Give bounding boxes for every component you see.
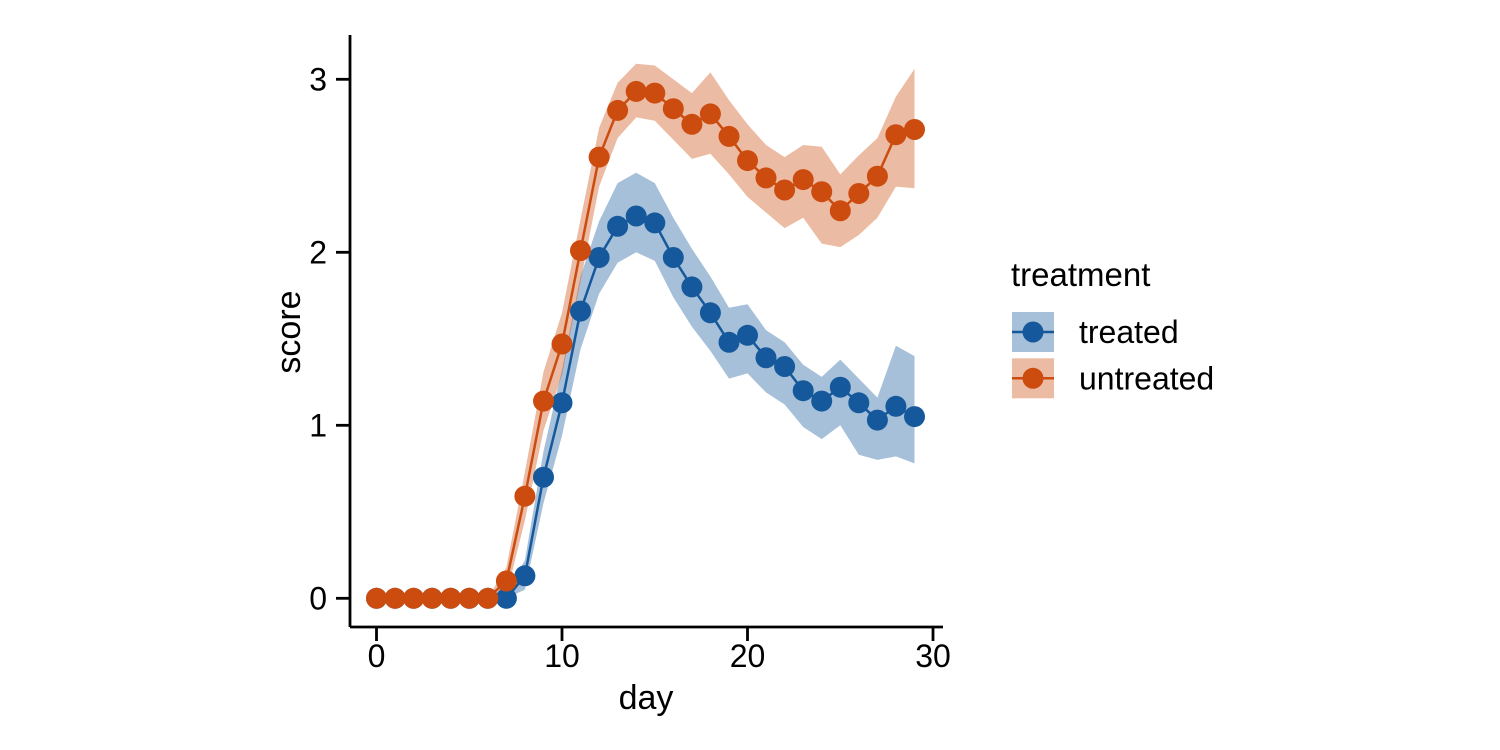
legend-entry-untreated: untreated: [1012, 358, 1214, 399]
data-point-untreated: [811, 181, 833, 203]
data-point-treated: [533, 466, 554, 488]
data-point-untreated: [644, 82, 666, 104]
x-axis-title: day: [619, 679, 674, 717]
ribbon-untreated: [376, 63, 915, 599]
data-point-untreated: [495, 570, 517, 592]
data-point-untreated: [588, 146, 610, 168]
y-axis-title: score: [270, 290, 308, 373]
legend-title: treatment: [1011, 256, 1150, 293]
data-point-untreated: [774, 179, 796, 201]
data-point-untreated: [755, 167, 777, 189]
data-point-untreated: [829, 200, 851, 222]
points-untreated: [366, 80, 925, 609]
data-point-untreated: [792, 169, 814, 191]
y-ticks: 0 1 2 3: [309, 61, 350, 616]
data-point-treated: [570, 300, 591, 322]
data-point-untreated: [737, 150, 758, 172]
legend: treatment treated untreated: [1011, 256, 1214, 399]
data-point-untreated: [662, 98, 684, 120]
legend-entry-label: treated: [1079, 314, 1179, 350]
data-point-untreated: [533, 390, 554, 412]
x-tick-label: 20: [730, 638, 766, 674]
data-point-treated: [792, 380, 814, 402]
data-point-untreated: [384, 587, 406, 609]
series-points: [366, 80, 925, 609]
data-point-untreated: [607, 99, 629, 121]
data-point-treated: [662, 247, 684, 268]
x-axis: 0 10 20 30 day: [350, 625, 951, 717]
data-point-treated: [699, 302, 721, 324]
data-point-untreated: [514, 485, 536, 507]
x-tick-label: 0: [368, 638, 386, 674]
x-tick-label: 10: [544, 638, 580, 674]
data-point-treated: [829, 376, 851, 398]
x-tick-label: 30: [915, 638, 951, 674]
data-point-untreated: [866, 165, 888, 187]
data-point-treated: [495, 587, 517, 609]
legend-entries: treated untreated: [1012, 312, 1214, 399]
data-point-treated: [514, 565, 536, 587]
data-point-treated: [551, 392, 573, 414]
data-point-untreated: [477, 587, 499, 609]
data-point-treated: [718, 331, 740, 353]
data-point-untreated: [458, 587, 480, 609]
legend-key-point: [1022, 367, 1044, 389]
data-point-treated: [644, 212, 666, 234]
data-point-treated: [774, 356, 796, 377]
legend-key-point: [1022, 321, 1044, 343]
data-point-treated: [885, 395, 907, 417]
data-point-treated: [625, 205, 647, 227]
data-point-untreated: [848, 183, 870, 204]
ribbons: [376, 63, 915, 599]
plot-area: [366, 63, 925, 609]
data-point-untreated: [440, 587, 462, 609]
data-point-untreated: [366, 587, 387, 609]
data-point-untreated: [625, 80, 647, 102]
x-ticks: 0 10 20 30: [368, 627, 951, 674]
y-tick-label: 3: [309, 61, 327, 97]
data-point-untreated: [570, 240, 591, 262]
data-point-untreated: [885, 124, 907, 146]
data-point-treated: [588, 247, 610, 268]
legend-entry-treated: treated: [1012, 312, 1179, 352]
data-point-untreated: [421, 587, 443, 609]
data-point-treated: [866, 409, 888, 431]
y-tick-label: 1: [309, 407, 327, 443]
legend-entry-label: untreated: [1079, 360, 1214, 396]
y-axis: 0 1 2 3 score: [270, 35, 352, 627]
data-point-untreated: [904, 119, 925, 140]
data-point-treated: [848, 392, 870, 414]
data-point-untreated: [551, 333, 573, 355]
data-point-untreated: [699, 103, 721, 125]
data-point-treated: [904, 406, 925, 428]
data-point-untreated: [681, 113, 703, 135]
data-point-treated: [681, 276, 703, 298]
data-point-untreated: [718, 125, 740, 147]
data-point-treated: [607, 215, 629, 237]
data-point-treated: [737, 324, 758, 346]
data-point-treated: [811, 390, 833, 412]
y-tick-label: 2: [309, 234, 327, 270]
data-point-untreated: [403, 587, 425, 609]
data-point-treated: [755, 347, 777, 369]
y-tick-label: 0: [309, 580, 327, 616]
